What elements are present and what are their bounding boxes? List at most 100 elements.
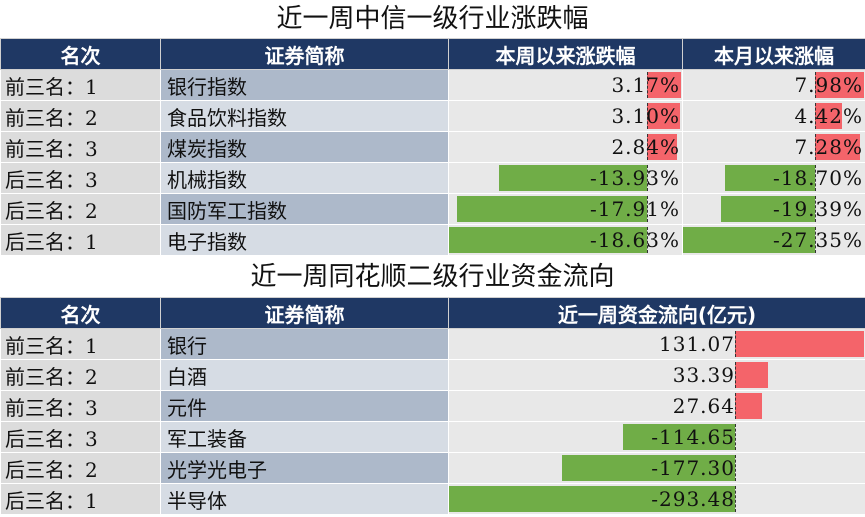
- table1-title: 近一周中信一级行业涨跌幅: [276, 4, 589, 34]
- zero-axis-line: [815, 196, 817, 222]
- week-change-cell: -13.93%: [448, 162, 683, 194]
- zero-axis-line: [647, 134, 649, 160]
- bar-area: [683, 134, 865, 160]
- week-change-cell: 3.17%: [448, 69, 683, 101]
- value-label: -18.70%: [772, 166, 863, 190]
- week-change-cell: -18.63%: [448, 224, 683, 256]
- rank-cell: 前三名：1: [0, 69, 161, 101]
- rank-cell: 后三名：1: [0, 224, 161, 256]
- security-name-cell: 机械指数: [160, 162, 449, 194]
- positive-bar: [735, 393, 763, 419]
- table-row: 后三名：1 半导体 -293.48: [0, 483, 865, 515]
- zero-axis-line: [647, 227, 649, 253]
- month-change-cell: 7.98%: [682, 69, 865, 101]
- rank-cell: 前三名：3: [0, 390, 161, 422]
- col-name: 证券简称: [160, 297, 449, 329]
- col-month-change: 本月以来涨幅: [682, 38, 865, 70]
- security-name-cell: 元件: [160, 390, 449, 422]
- security-name-cell: 国防军工指数: [160, 193, 449, 225]
- value-label: -18.63%: [589, 228, 680, 252]
- positive-bar: [815, 103, 843, 129]
- value-label: -13.93%: [589, 166, 680, 190]
- rank-cell: 前三名：3: [0, 131, 161, 163]
- positive-bar: [815, 134, 860, 160]
- rank-cell: 后三名：2: [0, 193, 161, 225]
- month-change-cell: -19.39%: [682, 193, 865, 225]
- zero-axis-line: [815, 134, 817, 160]
- security-name-cell: 光学光电子: [160, 452, 449, 484]
- fund-flow-cell: -114.65: [448, 421, 865, 453]
- value-label: -177.30: [651, 456, 735, 480]
- security-name-cell: 白酒: [160, 359, 449, 391]
- fund-flow-cell: 131.07: [448, 328, 865, 360]
- week-change-cell: -17.91%: [448, 193, 683, 225]
- fund-flow-table: 名次 证券简称 近一周资金流向(亿元) 前三名：1 银行 131.07 前三名：2 白酒…: [0, 297, 865, 515]
- zero-axis-line: [735, 455, 737, 481]
- value-label: 33.39: [672, 363, 735, 387]
- zero-axis-line: [647, 196, 649, 222]
- table-row: 后三名：2 国防军工指数 -17.91% -19.39%: [0, 193, 865, 225]
- col-name: 证券简称: [160, 38, 449, 70]
- bar-area: [683, 227, 865, 253]
- value-label: -293.48: [651, 487, 735, 511]
- table-row: 后三名：2 光学光电子 -177.30: [0, 452, 865, 484]
- table-row: 前三名：2 食品饮料指数 3.10% 4.42%: [0, 100, 865, 132]
- bar-area: [449, 165, 682, 191]
- positive-bar: [815, 72, 864, 98]
- value-label: 131.07: [659, 332, 735, 356]
- fund-flow-cell: -293.48: [448, 483, 865, 515]
- bar-area: [449, 103, 682, 129]
- table-row: 前三名：3 元件 27.64: [0, 390, 865, 422]
- security-name-cell: 煤炭指数: [160, 131, 449, 163]
- bar-area: [449, 227, 682, 253]
- table2-title: 近一周同花顺二级行业资金流向: [250, 262, 615, 292]
- zero-axis-line: [647, 165, 649, 191]
- bar-area: [449, 362, 865, 388]
- zero-axis-line: [647, 72, 649, 98]
- bar-area: [449, 196, 682, 222]
- rank-cell: 后三名：3: [0, 421, 161, 453]
- value-label: 27.64: [672, 394, 735, 418]
- security-name-cell: 银行: [160, 328, 449, 360]
- table-row: 后三名：3 军工装备 -114.65: [0, 421, 865, 453]
- positive-bar: [647, 134, 678, 160]
- table-row: 后三名：3 机械指数 -13.93% -18.70%: [0, 162, 865, 194]
- security-name-cell: 半导体: [160, 483, 449, 515]
- positive-bar: [735, 362, 769, 388]
- negative-bar: [449, 227, 648, 253]
- table1-header-row: 名次 证券简称 本周以来涨跌幅 本月以来涨幅: [0, 38, 865, 70]
- zero-axis-line: [815, 227, 817, 253]
- table-row: 前三名：3 煤炭指数 2.84% 7.28%: [0, 131, 865, 163]
- value-label: -17.91%: [589, 197, 680, 221]
- rank-cell: 后三名：3: [0, 162, 161, 194]
- bar-area: [449, 331, 865, 357]
- industry-return-table: 名次 证券简称 本周以来涨跌幅 本月以来涨幅 前三名：1 银行指数 3.17% 7.9…: [0, 38, 865, 256]
- positive-bar: [647, 72, 681, 98]
- negative-bar: [724, 165, 816, 191]
- bar-area: [449, 486, 865, 512]
- value-label: 4.42%: [794, 104, 863, 128]
- negative-bar: [562, 455, 736, 481]
- zero-axis-line: [815, 103, 817, 129]
- month-change-cell: -18.70%: [682, 162, 865, 194]
- table-row: 前三名：1 银行指数 3.17% 7.98%: [0, 69, 865, 101]
- bar-area: [449, 424, 865, 450]
- positive-bar: [647, 103, 681, 129]
- value-label: 7.28%: [794, 135, 863, 159]
- security-name-cell: 电子指数: [160, 224, 449, 256]
- security-name-cell: 食品饮料指数: [160, 100, 449, 132]
- negative-bar: [623, 424, 736, 450]
- zero-axis-line: [735, 486, 737, 512]
- negative-bar: [449, 486, 736, 512]
- rank-cell: 后三名：2: [0, 452, 161, 484]
- table-row: 前三名：1 银行 131.07: [0, 328, 865, 360]
- value-label: -19.39%: [772, 197, 863, 221]
- rank-cell: 后三名：1: [0, 483, 161, 515]
- bar-area: [683, 196, 865, 222]
- rank-cell: 前三名：2: [0, 100, 161, 132]
- security-name-cell: 军工装备: [160, 421, 449, 453]
- bar-area: [449, 72, 682, 98]
- month-change-cell: 7.28%: [682, 131, 865, 163]
- rank-cell: 前三名：1: [0, 328, 161, 360]
- zero-axis-line: [815, 165, 817, 191]
